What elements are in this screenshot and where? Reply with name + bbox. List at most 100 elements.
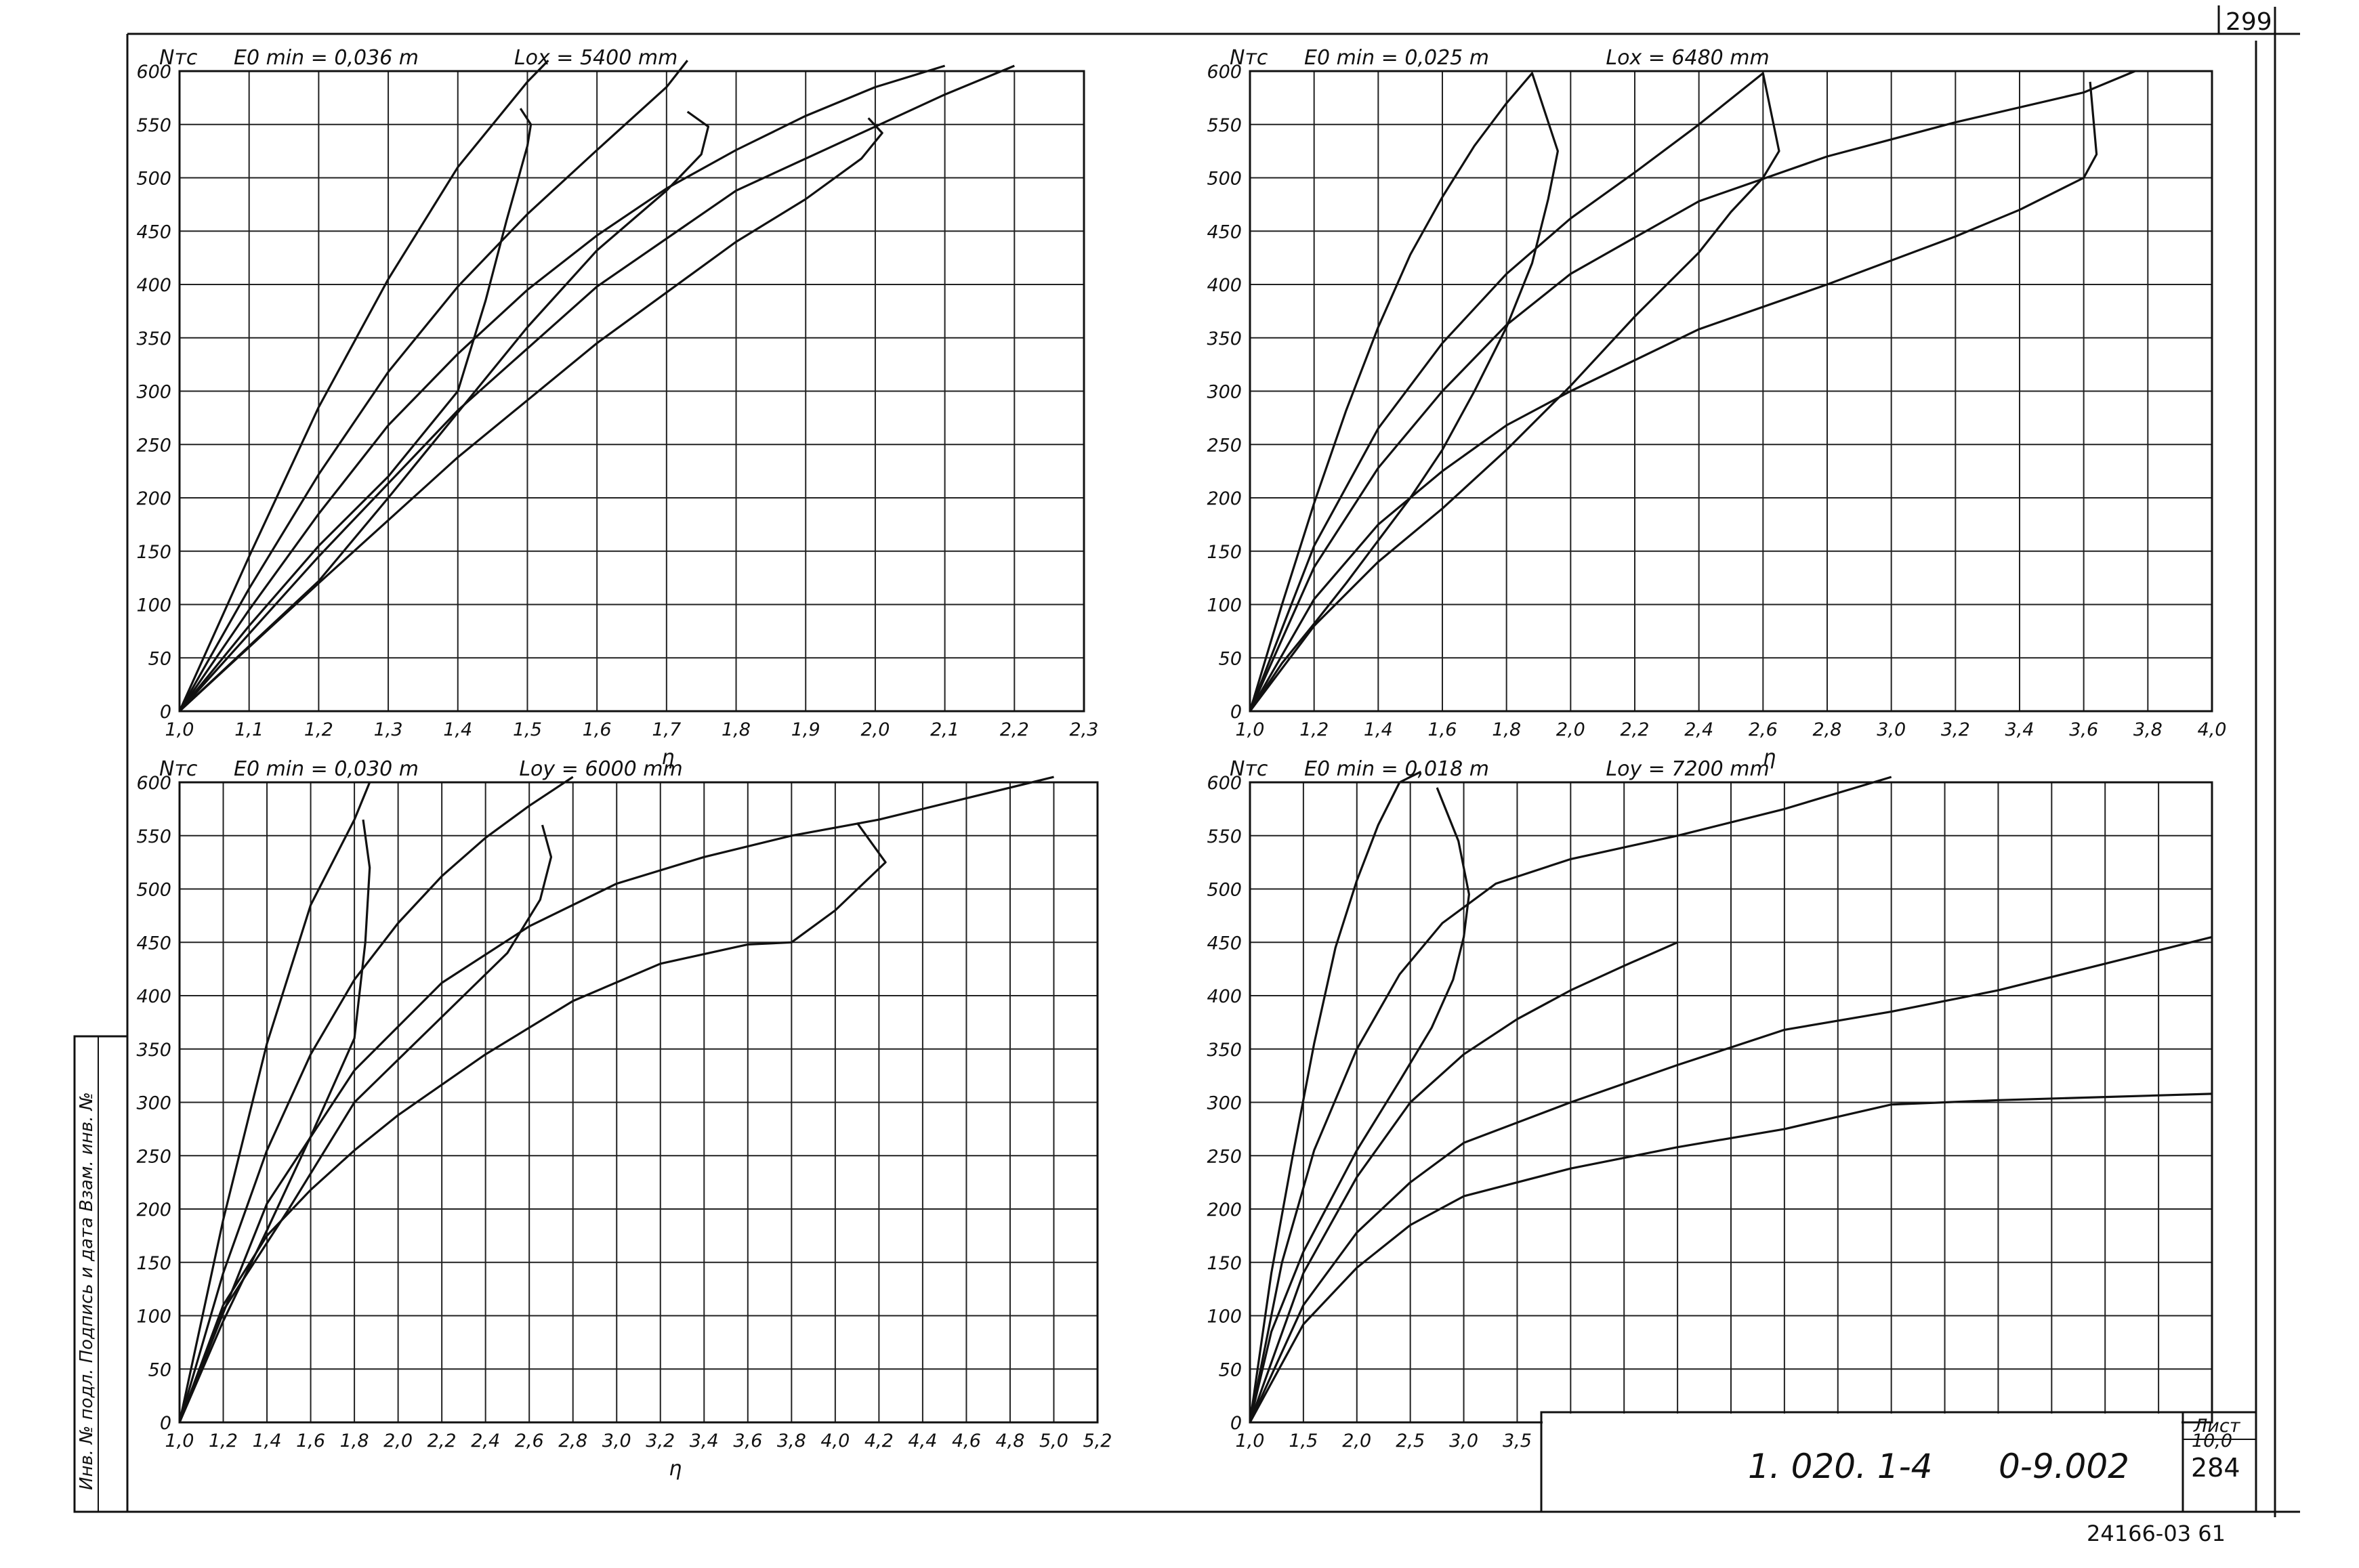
x-tick-label: 4,8 bbox=[995, 1431, 1024, 1452]
series-line-3 bbox=[178, 64, 946, 712]
x-tick-label: 4,2 bbox=[864, 1431, 894, 1452]
drawing-code: 1. 020. 1-4 bbox=[1748, 1447, 1933, 1486]
y-tick-label: 400 bbox=[1207, 986, 1242, 1007]
series-line-2 bbox=[1249, 72, 1780, 712]
x-tick-label: 1,2 bbox=[209, 1431, 238, 1452]
y-tick-label: 200 bbox=[1207, 488, 1242, 509]
y-tick-label: 200 bbox=[136, 1200, 171, 1221]
y-tick-label: 500 bbox=[136, 880, 171, 901]
x-tick-label: 1,3 bbox=[374, 719, 403, 740]
x-tick-label: 3,8 bbox=[777, 1431, 806, 1452]
series-line-3 bbox=[1249, 70, 2136, 712]
y-tick-label: 150 bbox=[1207, 542, 1242, 563]
x-tick-label: 1,0 bbox=[165, 1431, 194, 1452]
y-tick-label: 550 bbox=[1207, 115, 1242, 136]
side-stamp-text: Инв. № подл. Подпись и дата Взам. инв. № bbox=[77, 1092, 97, 1490]
y-tick-label: 100 bbox=[136, 1307, 171, 1328]
header-length: Lох = 6480 mm bbox=[1606, 46, 1769, 70]
x-tick-label: 3,4 bbox=[690, 1431, 719, 1452]
title-block-cover bbox=[1543, 1414, 2181, 1510]
title-block bbox=[1540, 1411, 2257, 1513]
y-tick-label: 100 bbox=[1207, 1307, 1242, 1328]
series-line-6 bbox=[178, 110, 710, 713]
y-tick-label: 100 bbox=[136, 595, 171, 616]
y-tick-label: 300 bbox=[136, 1093, 171, 1114]
x-tick-label: 3,0 bbox=[602, 1431, 631, 1452]
x-tick-label: 4,0 bbox=[2198, 719, 2227, 740]
y-tick-label: 550 bbox=[1207, 826, 1242, 847]
x-axis-label: η bbox=[661, 746, 674, 769]
y-tick-label: 200 bbox=[1207, 1200, 1242, 1221]
x-tick-label: 3,4 bbox=[2005, 719, 2034, 740]
header-emin: E0 min = 0,018 m bbox=[1304, 757, 1489, 781]
x-tick-label: 2,3 bbox=[1070, 719, 1099, 740]
chart-4: 1,01,52,02,53,03,54,04,55,05,56,06,57,07… bbox=[1207, 757, 2232, 1481]
x-tick-label: 2,1 bbox=[930, 719, 959, 740]
y-tick-label: 0 bbox=[1230, 1413, 1242, 1434]
y-tick-label: 350 bbox=[1207, 1040, 1242, 1061]
x-tick-label: 2,0 bbox=[1556, 719, 1585, 740]
y-tick-label: 250 bbox=[136, 435, 171, 456]
y-tick-label: 250 bbox=[1207, 1146, 1242, 1167]
y-tick-label: 500 bbox=[136, 169, 171, 190]
header-length: Lоу = 7200 mm bbox=[1606, 757, 1769, 781]
plot-frame bbox=[1249, 70, 2213, 713]
y-axis-name: Nтс bbox=[159, 46, 198, 70]
x-tick-label: 1,8 bbox=[1492, 719, 1521, 740]
chart-1: 1,0 1,1 1,2 1,3 1,4 1,5 1,6 1,7 1,8 1,9 2,0 2,1 2,2 2… bbox=[136, 46, 1098, 769]
x-tick-label: 4,0 bbox=[820, 1431, 850, 1452]
x-axis-label: η bbox=[1763, 746, 1776, 769]
x-tick-label: 1,9 bbox=[791, 719, 820, 740]
y-tick-label: 600 bbox=[136, 773, 171, 794]
x-tick-label: 3,0 bbox=[1449, 1431, 1478, 1452]
y-tick-label: 50 bbox=[148, 1359, 171, 1380]
x-tick-label: 2,6 bbox=[515, 1431, 544, 1452]
x-tick-label: 2,0 bbox=[860, 719, 890, 740]
y-tick-label: 0 bbox=[160, 1413, 171, 1434]
y-tick-label: 500 bbox=[1207, 880, 1242, 901]
header-length: Lоу = 6000 mm bbox=[519, 757, 682, 781]
y-tick-label: 450 bbox=[136, 221, 171, 242]
y-tick-label: 50 bbox=[1219, 1359, 1242, 1380]
series-line-4 bbox=[178, 64, 1015, 713]
y-tick-label: 550 bbox=[136, 826, 171, 847]
x-tick-label: 2,2 bbox=[1621, 719, 1650, 740]
x-tick-label: 1,2 bbox=[1299, 719, 1329, 740]
series-line-1 bbox=[178, 782, 371, 1423]
y-axis-name: Nтс bbox=[1230, 757, 1268, 781]
x-tick-label: 1,4 bbox=[443, 719, 472, 740]
series-line-4 bbox=[178, 822, 887, 1423]
x-tick-label: 1,6 bbox=[1428, 719, 1457, 740]
y-tick-label: 350 bbox=[136, 1040, 171, 1061]
x-tick-label: 1,0 bbox=[1236, 719, 1265, 740]
x-tick-label: 3,0 bbox=[1877, 719, 1906, 740]
x-tick-label: 1,8 bbox=[722, 719, 751, 740]
x-tick-label: 1,1 bbox=[234, 719, 264, 740]
chart-2: 1,0 1,2 1,4 1,6 1,8 2,0 2,2 2,4 2,6 2,8 3,0 3,2 3,4 3… bbox=[1207, 46, 2226, 769]
y-tick-label: 300 bbox=[1207, 382, 1242, 403]
x-tick-label: 4,6 bbox=[952, 1431, 981, 1452]
side-stamp-frame bbox=[73, 1035, 129, 1513]
x-tick-label: 2,8 bbox=[1813, 719, 1842, 740]
header-emin: E0 min = 0,030 m bbox=[234, 757, 419, 781]
x-tick-label: 3,6 bbox=[2069, 719, 2098, 740]
y-tick-label: 500 bbox=[1207, 169, 1242, 190]
x-tick-label: 3,2 bbox=[1941, 719, 1970, 740]
x-tick-label: 4,4 bbox=[908, 1431, 937, 1452]
y-tick-label: 600 bbox=[1207, 773, 1242, 794]
x-tick-label: 1,5 bbox=[513, 719, 542, 740]
plot-frame bbox=[178, 781, 1099, 1424]
series-line-2 bbox=[178, 60, 688, 712]
x-tick-label: 1,6 bbox=[583, 719, 612, 740]
x-tick-label: 3,8 bbox=[2133, 719, 2163, 740]
x-tick-label: 2,4 bbox=[471, 1431, 500, 1452]
y-tick-label: 350 bbox=[136, 329, 171, 349]
series-line-4 bbox=[1249, 935, 2213, 1423]
y-tick-label: 450 bbox=[1207, 221, 1242, 242]
series-line-6 bbox=[178, 824, 553, 1423]
series-line-3 bbox=[178, 776, 1054, 1423]
x-tick-label: 1,8 bbox=[340, 1431, 369, 1452]
series-line-5 bbox=[178, 108, 533, 713]
x-tick-label: 2,6 bbox=[1749, 719, 1778, 740]
